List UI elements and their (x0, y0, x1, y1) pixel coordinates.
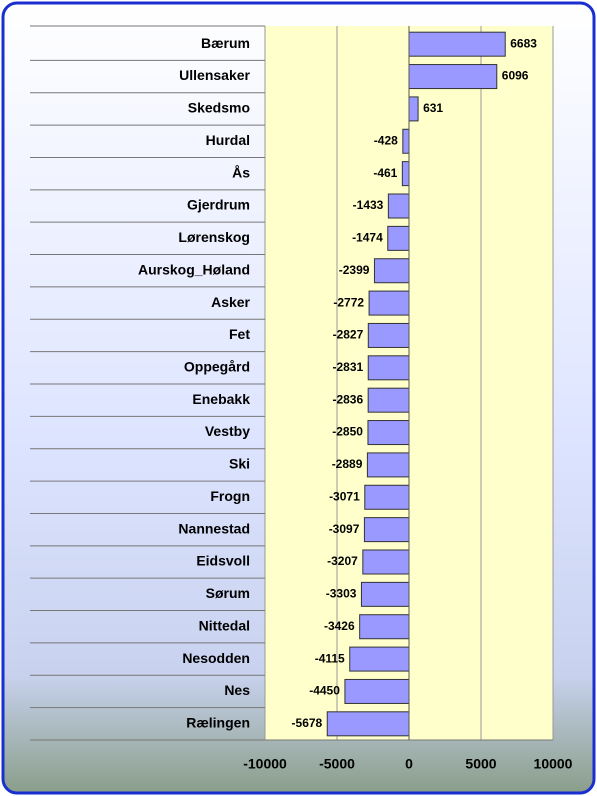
bar (368, 290, 410, 316)
bar (326, 711, 410, 737)
value-label: -2850 (332, 425, 363, 439)
bar (364, 484, 410, 510)
value-label: -3303 (326, 587, 357, 601)
y-tick-label: Enebakk (192, 391, 250, 407)
y-tick-label: Rælingen (186, 715, 250, 731)
bar (366, 452, 410, 478)
value-label: -2831 (333, 360, 364, 374)
value-label: -4115 (315, 651, 345, 665)
value-label: -428 (374, 133, 398, 147)
y-tick-label: Skedsmo (188, 100, 250, 116)
y-tick-label: Eidsvoll (196, 553, 250, 569)
value-label: -1433 (353, 198, 384, 212)
y-tick-label: Vestby (205, 423, 250, 439)
bar (349, 646, 410, 672)
y-tick-label: Sørum (206, 585, 250, 601)
y-tick-label: Asker (211, 294, 250, 310)
value-label: -1474 (352, 231, 383, 245)
bar (373, 258, 410, 284)
bar (402, 128, 410, 154)
value-label: -2827 (333, 328, 364, 342)
y-tick-label: Hurdal (206, 132, 250, 148)
bar (367, 355, 410, 381)
value-label: -2399 (339, 263, 370, 277)
value-label: -3071 (329, 489, 360, 503)
value-label: -2889 (332, 457, 363, 471)
y-tick-label: Ski (229, 456, 250, 472)
bar (362, 549, 410, 575)
bar (360, 581, 410, 607)
bar (367, 420, 410, 446)
y-tick-label: Aurskog_Høland (138, 261, 250, 277)
bar (367, 322, 410, 348)
bar (408, 64, 498, 90)
y-tick-label: Fet (229, 326, 250, 342)
y-tick-label: Nesodden (182, 650, 250, 666)
value-label: 631 (423, 101, 443, 115)
bar (363, 517, 410, 543)
y-tick-label: Lørenskog (178, 229, 250, 245)
value-label: -461 (373, 166, 397, 180)
value-label: 6096 (502, 69, 529, 83)
value-label: -4450 (309, 684, 340, 698)
value-label: -3097 (329, 522, 360, 536)
bar (359, 614, 410, 640)
y-tick-label: Oppegård (184, 359, 250, 375)
value-label: -3426 (324, 619, 355, 633)
value-label: -2836 (332, 392, 363, 406)
value-label: -2772 (333, 295, 364, 309)
y-tick-label: Bærum (201, 35, 250, 51)
bar (408, 31, 506, 57)
value-label: -3207 (327, 554, 358, 568)
y-tick-label: Nannestad (178, 520, 250, 536)
x-tick-label: -10000 (243, 756, 287, 772)
y-tick-label: Frogn (210, 488, 250, 504)
y-tick-label: Nes (224, 682, 250, 698)
value-label: -5678 (292, 716, 323, 730)
x-tick-label: 5000 (465, 756, 496, 772)
y-tick-label: Nittedal (199, 617, 250, 633)
x-tick-label: 0 (405, 756, 413, 772)
x-tick-label: -5000 (319, 756, 355, 772)
y-tick-label: Gjerdrum (187, 197, 250, 213)
x-tick-label: 10000 (534, 756, 573, 772)
y-tick-label: Ås (232, 164, 250, 180)
bar (401, 161, 410, 187)
bar (367, 387, 410, 413)
bar (408, 96, 419, 122)
bar (344, 678, 410, 704)
value-label: 6683 (510, 36, 537, 50)
bar (387, 225, 410, 251)
bar (387, 193, 410, 219)
y-tick-label: Ullensaker (179, 67, 250, 83)
